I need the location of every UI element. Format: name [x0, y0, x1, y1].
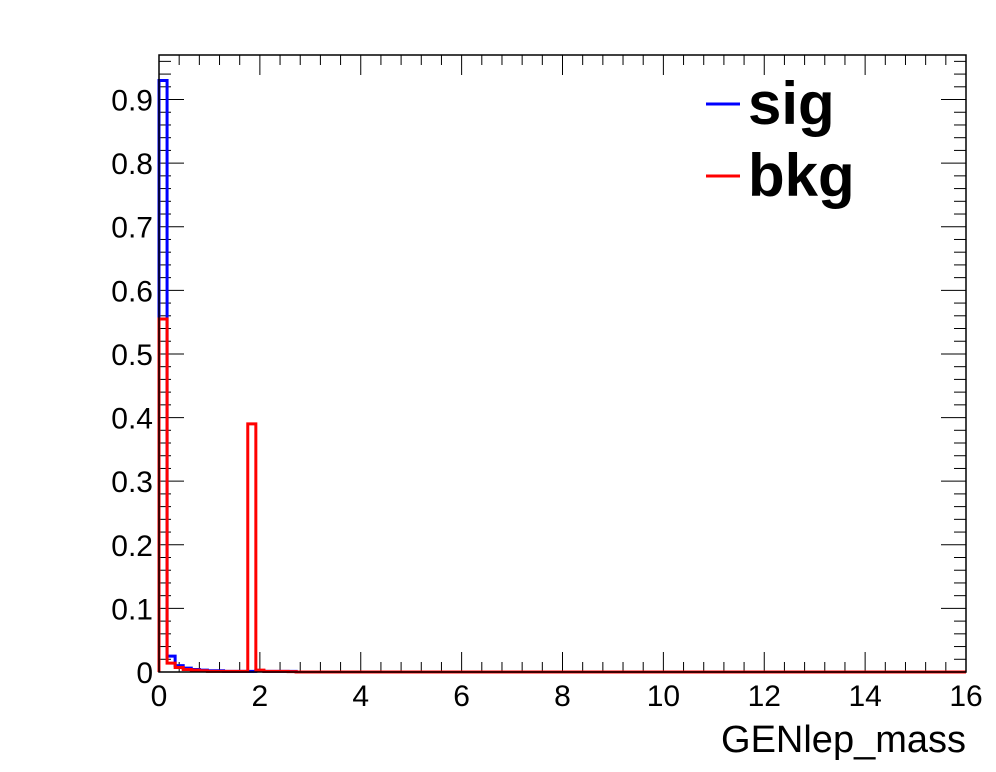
axis-ticks: [158, 55, 967, 673]
x-tick-label: 0: [151, 680, 168, 713]
x-tick-label: 8: [554, 680, 571, 713]
y-tick-label: 0: [136, 657, 153, 690]
y-tick-label: 0.9: [111, 85, 153, 118]
x-tick-label: 2: [252, 680, 269, 713]
y-tick-label: 0.1: [111, 593, 153, 626]
x-tick-label: 6: [453, 680, 470, 713]
y-tick-label: 0.4: [111, 403, 153, 436]
y-tick-label: 0.6: [111, 275, 153, 308]
legend-label-bkg: bkg: [748, 142, 855, 209]
x-tick-label: 14: [848, 680, 881, 713]
plot-frame: [158, 54, 967, 673]
tick-labels: 0 2 4 6 8 10 12 14 16 0 0.1 0.2 0.3 0.4 0.5 0.6 0.7 0.8 0.…: [111, 85, 982, 713]
y-tick-label: 0.2: [111, 530, 153, 563]
x-tick-label: 12: [748, 680, 781, 713]
x-tick-label: 10: [647, 680, 680, 713]
x-axis-title: GENlep_mass: [721, 719, 966, 761]
legend-label-sig: sig: [748, 70, 835, 137]
y-tick-label: 0.3: [111, 466, 153, 499]
y-tick-label: 0.8: [111, 148, 153, 181]
y-tick-label: 0.7: [111, 212, 153, 245]
x-tick-label: 4: [352, 680, 369, 713]
y-tick-label: 0.5: [111, 339, 153, 372]
x-tick-label: 16: [949, 680, 982, 713]
